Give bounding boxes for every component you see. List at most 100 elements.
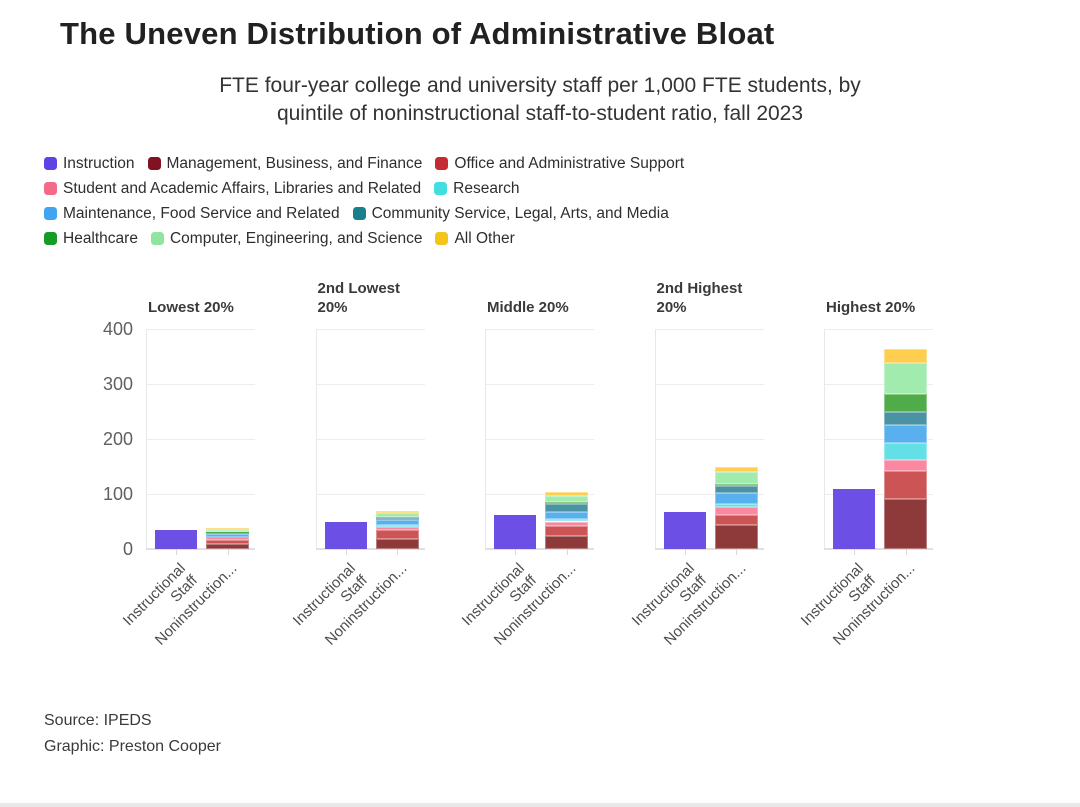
axis-baseline <box>824 548 933 550</box>
bar-instructional <box>155 529 197 549</box>
legend-swatch-icon <box>44 207 57 220</box>
x-tick <box>566 549 568 555</box>
x-tick <box>345 549 347 555</box>
bar-segment <box>884 412 927 425</box>
legend-item: Community Service, Legal, Arts, and Medi… <box>352 204 669 223</box>
legend-item: Management, Business, and Finance <box>147 154 423 173</box>
bar-segment <box>884 348 927 364</box>
bar-segment <box>884 443 927 461</box>
legend-row: Healthcare Computer, Engineering, and Sci… <box>44 226 1004 251</box>
legend-label: Management, Business, and Finance <box>166 154 423 172</box>
panel-header: Middle 20% <box>487 299 569 316</box>
bar-segment <box>206 534 249 537</box>
bar-noninstructional <box>375 329 419 549</box>
x-tick <box>515 549 516 555</box>
y-axis-label: 200 <box>102 429 133 449</box>
bar-segment <box>375 538 419 549</box>
plot-area <box>824 329 933 555</box>
x-tick <box>854 549 855 555</box>
bar-segment <box>545 511 588 520</box>
x-tick <box>736 549 737 555</box>
legend-item: Maintenance, Food Service and Related <box>44 205 340 223</box>
y-axis-label: 0 <box>122 539 133 559</box>
bar-segment <box>884 393 927 413</box>
gridline <box>147 439 255 440</box>
legend-item: Healthcare <box>44 230 138 248</box>
bar-segment <box>206 540 249 545</box>
legend-row: Student and Academic Affairs, Libraries … <box>44 176 1004 201</box>
panel-header: 2nd Lowest 20% <box>317 280 401 316</box>
legend-row: Instruction Management, Business, and Fin… <box>44 151 1004 176</box>
plot-area <box>485 329 594 555</box>
legend-item: Computer, Engineering, and Science <box>150 230 422 248</box>
axis-baseline <box>654 548 764 550</box>
x-tick <box>227 549 229 555</box>
gridline <box>316 494 425 495</box>
legend-swatch-icon <box>352 207 366 220</box>
subtitle-line: quintile of noninstructional staff-to-st… <box>276 102 804 125</box>
legend-label: Office and Administrative Support <box>454 154 685 172</box>
legend-label: Instruction <box>63 154 135 172</box>
legend-item: Student and Academic Affairs, Libraries … <box>44 180 421 198</box>
bar-segment <box>714 485 758 494</box>
bar-segment <box>206 536 249 538</box>
legend-label: All Other <box>454 229 515 247</box>
y-axis-label: 100 <box>102 484 133 504</box>
axis-baseline <box>485 548 594 550</box>
legend: Instruction Management, Business, and Fin… <box>44 151 1004 251</box>
gridline <box>655 384 764 385</box>
bar-segment <box>375 517 419 521</box>
bar-segment <box>545 496 588 503</box>
bar-segment <box>206 531 249 533</box>
legend-item: Instruction <box>44 155 135 173</box>
gridline <box>486 384 594 385</box>
bar-segment <box>375 516 419 518</box>
bar-segment <box>545 492 588 497</box>
legend-label: Student and Academic Affairs, Libraries … <box>63 179 422 197</box>
y-axis-label: 300 <box>102 374 133 394</box>
subtitle-line: FTE four-year college and university sta… <box>219 74 861 97</box>
x-tick <box>905 549 907 555</box>
gridline <box>147 329 255 330</box>
bar-segment <box>714 524 758 549</box>
bar-noninstructional <box>545 329 588 549</box>
legend-item: Research <box>434 180 520 198</box>
legend-item: All Other <box>435 229 515 248</box>
bar-segment <box>884 363 927 394</box>
bar-segment <box>206 537 249 541</box>
x-tick <box>684 549 686 555</box>
y-axis-label: 400 <box>102 319 133 339</box>
bar-noninstructional <box>884 329 927 549</box>
bar-noninstructional <box>714 329 758 549</box>
legend-item: Office and Administrative Support <box>435 155 684 173</box>
gridline <box>825 384 933 385</box>
legend-swatch-icon <box>147 157 161 170</box>
bar-segment <box>884 471 927 499</box>
gridline <box>486 329 594 330</box>
bar-segment <box>884 460 927 472</box>
bar-segment <box>206 532 249 535</box>
chart-title: The Uneven Distribution of Administrativ… <box>60 16 775 51</box>
bar-segment <box>714 466 758 472</box>
bar-segment <box>545 526 588 536</box>
legend-label: Community Service, Legal, Arts, and Medi… <box>371 204 669 222</box>
bar-instructional <box>494 514 536 549</box>
gridline <box>655 329 764 330</box>
axis-baseline <box>146 548 255 550</box>
bar-segment <box>375 527 419 531</box>
footer: Source: IPEDS Graphic: Preston Cooper <box>44 708 221 760</box>
bar-segment <box>206 528 249 530</box>
gridline <box>316 384 425 385</box>
bar-segment <box>206 544 249 549</box>
panel-header: 2nd Highest 20% <box>656 280 743 316</box>
gridline <box>825 439 933 440</box>
bar-segment <box>714 515 758 525</box>
legend-swatch-icon <box>44 157 57 170</box>
bar-instructional <box>833 489 875 549</box>
bar-segment <box>545 502 588 505</box>
plot-area <box>146 329 255 555</box>
legend-swatch-icon <box>434 182 448 195</box>
panel-header: Highest 20% <box>826 299 916 316</box>
